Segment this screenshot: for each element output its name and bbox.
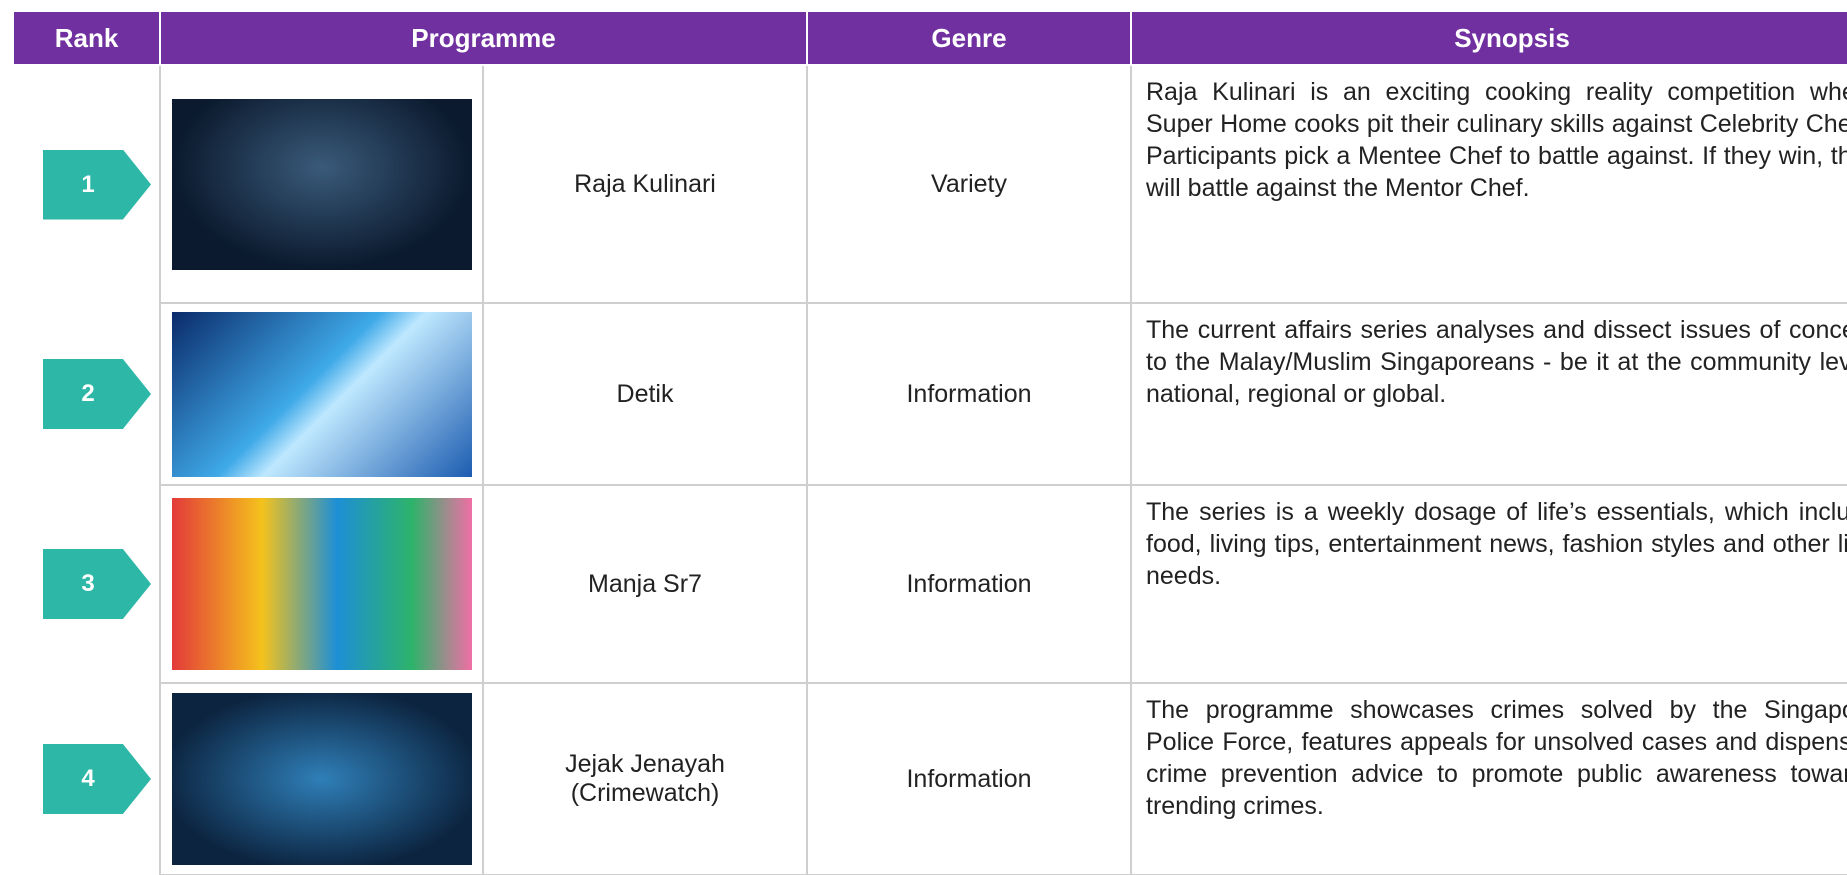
- programme-image: [171, 98, 472, 270]
- image-cell: [159, 64, 484, 304]
- header-row: Rank Programme Genre Synopsis: [12, 12, 1847, 66]
- genre-cell: Variety: [806, 64, 1132, 304]
- programme-cell: Manja Sr7: [482, 484, 808, 684]
- synopsis-cell: The current affairs series analyses and …: [1130, 302, 1847, 486]
- image-cell: [159, 484, 484, 684]
- table-container: Rank Programme Genre Synopsis 1 Raja Kuli…: [12, 12, 1847, 875]
- table-row: 1 Raja Kulinari Variety Raja Kulinari is an…: [13, 64, 1847, 304]
- rank-cell: 3: [13, 485, 161, 683]
- ranking-table: Rank Programme Genre Synopsis 1 Raja Kuli…: [12, 12, 1847, 875]
- genre-cell: Information: [806, 682, 1132, 875]
- programme-image: [171, 311, 472, 477]
- header-cell: Genre: [806, 12, 1132, 66]
- genre-cell: Information: [806, 484, 1132, 684]
- genre-cell: Information: [806, 302, 1132, 486]
- rank-cell: 4: [13, 683, 161, 875]
- programme-cell: Jejak Jenayah (Crimewatch): [482, 682, 808, 875]
- table-row: 3 Manja Sr7 Information The series is a wee…: [13, 484, 1847, 684]
- table-body: 1 Raja Kulinari Variety Raja Kulinari is an…: [13, 64, 1847, 875]
- header-cell: Rank: [12, 12, 161, 66]
- rank-badge: 4: [43, 744, 151, 814]
- image-cell: [159, 682, 484, 875]
- table-row: 4 Jejak Jenayah (Crimewatch) Information Th…: [13, 682, 1847, 875]
- programme-image: [171, 498, 472, 670]
- synopsis-cell: The series is a weekly dosage of life’s …: [1130, 484, 1847, 684]
- programme-cell: Raja Kulinari: [482, 64, 808, 304]
- synopsis-cell: The programme showcases crimes solved by…: [1130, 682, 1847, 875]
- table-row: 2 Detik Information The current affairs ser…: [13, 302, 1847, 486]
- rank-cell: 2: [13, 303, 161, 485]
- header-cell: Programme: [159, 12, 808, 66]
- programme-cell: Detik: [482, 302, 808, 486]
- programme-image: [171, 693, 472, 865]
- header-cell: Synopsis: [1130, 12, 1847, 66]
- rank-badge: 1: [43, 149, 151, 220]
- image-cell: [159, 302, 484, 486]
- rank-badge: 2: [43, 359, 151, 429]
- rank-badge: 3: [43, 549, 151, 619]
- rank-cell: 1: [13, 65, 161, 303]
- synopsis-cell: Raja Kulinari is an exciting cooking rea…: [1130, 64, 1847, 304]
